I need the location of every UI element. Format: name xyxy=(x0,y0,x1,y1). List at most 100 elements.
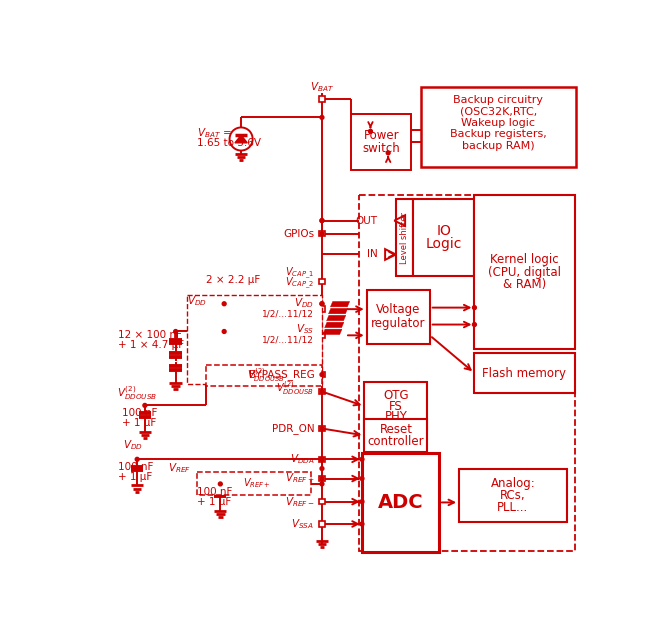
Circle shape xyxy=(174,329,178,334)
Text: BYPASS_REG: BYPASS_REG xyxy=(249,369,314,380)
Text: PHY: PHY xyxy=(385,410,407,423)
Polygon shape xyxy=(325,322,344,327)
FancyBboxPatch shape xyxy=(187,295,322,384)
Polygon shape xyxy=(328,308,348,313)
Text: Kernel logic: Kernel logic xyxy=(490,253,559,266)
Text: 100 nF: 100 nF xyxy=(118,462,153,472)
Circle shape xyxy=(360,522,364,526)
Circle shape xyxy=(320,427,324,430)
FancyBboxPatch shape xyxy=(413,199,475,276)
FancyBboxPatch shape xyxy=(206,365,322,386)
Text: FS: FS xyxy=(389,399,403,413)
Circle shape xyxy=(320,373,324,377)
Circle shape xyxy=(320,302,324,306)
Text: $V_{DDOUSB}^{(2)}$: $V_{DDOUSB}^{(2)}$ xyxy=(276,379,314,397)
Text: RCs,: RCs, xyxy=(500,489,526,502)
Circle shape xyxy=(360,477,364,480)
Text: $V_{BAT}$: $V_{BAT}$ xyxy=(310,80,334,94)
Text: regulator: regulator xyxy=(371,317,426,331)
Text: switch: switch xyxy=(362,142,400,155)
Polygon shape xyxy=(323,329,342,334)
Text: PLL...: PLL... xyxy=(498,501,528,514)
FancyBboxPatch shape xyxy=(475,195,575,349)
Circle shape xyxy=(473,306,476,310)
Text: Analog:: Analog: xyxy=(490,477,535,490)
Text: $V_{SS}$: $V_{SS}$ xyxy=(296,322,314,336)
FancyBboxPatch shape xyxy=(319,476,325,481)
FancyBboxPatch shape xyxy=(319,96,325,102)
Text: (CPU, digital: (CPU, digital xyxy=(488,265,561,279)
Text: OUT: OUT xyxy=(355,216,377,226)
Text: $V_{CAP\_2}$: $V_{CAP\_2}$ xyxy=(285,276,314,291)
Text: + 1 μF: + 1 μF xyxy=(121,418,156,428)
Text: $V_{SSA}$: $V_{SSA}$ xyxy=(291,517,314,531)
Text: Backup circuitry: Backup circuitry xyxy=(453,95,543,105)
Text: Logic: Logic xyxy=(426,238,462,252)
Circle shape xyxy=(320,219,324,222)
Text: Power: Power xyxy=(364,129,399,142)
FancyBboxPatch shape xyxy=(475,353,575,393)
Circle shape xyxy=(320,232,324,236)
Text: $V_{BAT}$ =: $V_{BAT}$ = xyxy=(197,126,232,140)
Text: $V_{DD}$: $V_{DD}$ xyxy=(123,439,143,453)
Polygon shape xyxy=(394,216,405,226)
Text: Voltage: Voltage xyxy=(376,303,421,317)
Text: $V_{DD}$: $V_{DD}$ xyxy=(187,294,207,308)
Circle shape xyxy=(320,116,324,119)
FancyBboxPatch shape xyxy=(319,231,325,236)
Text: 100 nF: 100 nF xyxy=(121,408,157,418)
Circle shape xyxy=(320,219,324,222)
FancyBboxPatch shape xyxy=(396,199,413,276)
Text: Wakeup logic: Wakeup logic xyxy=(461,118,535,128)
Text: Level shifter: Level shifter xyxy=(400,212,409,264)
Text: $V_{REF-}$: $V_{REF-}$ xyxy=(285,495,314,509)
FancyBboxPatch shape xyxy=(319,332,325,338)
FancyBboxPatch shape xyxy=(364,382,428,430)
Circle shape xyxy=(320,458,324,461)
Circle shape xyxy=(360,500,364,504)
FancyBboxPatch shape xyxy=(364,419,428,452)
Text: OTG: OTG xyxy=(383,389,409,402)
FancyBboxPatch shape xyxy=(319,389,325,394)
FancyBboxPatch shape xyxy=(319,456,325,462)
Text: $V_{DD}$: $V_{DD}$ xyxy=(295,296,314,310)
Text: 1/2/...11/12: 1/2/...11/12 xyxy=(263,309,314,319)
Text: $V_{REF+}$: $V_{REF+}$ xyxy=(244,477,271,490)
Text: $V_{CAP\_1}$: $V_{CAP\_1}$ xyxy=(285,266,314,281)
FancyBboxPatch shape xyxy=(351,114,411,170)
Text: $V_{REF}$: $V_{REF}$ xyxy=(168,461,191,475)
Text: & RAM): & RAM) xyxy=(503,278,546,291)
Text: Flash memory: Flash memory xyxy=(483,367,566,380)
Text: ADC: ADC xyxy=(377,493,423,512)
Text: + 1 μF: + 1 μF xyxy=(197,497,231,507)
Text: $V_{DDOUSB}^{(2)}$: $V_{DDOUSB}^{(2)}$ xyxy=(117,384,157,402)
Text: Backup registers,: Backup registers, xyxy=(450,130,547,140)
Polygon shape xyxy=(330,301,349,307)
Text: Reset: Reset xyxy=(379,423,413,436)
Circle shape xyxy=(135,458,139,461)
FancyBboxPatch shape xyxy=(319,307,325,312)
Text: (OSC32K,RTC,: (OSC32K,RTC, xyxy=(460,106,537,116)
Text: IN: IN xyxy=(366,250,377,260)
Circle shape xyxy=(320,477,324,480)
FancyBboxPatch shape xyxy=(362,453,439,552)
Text: + 1 × 4.7 μF: + 1 × 4.7 μF xyxy=(118,341,184,350)
Circle shape xyxy=(222,329,226,334)
Polygon shape xyxy=(385,249,396,260)
Text: controller: controller xyxy=(368,435,424,448)
Circle shape xyxy=(320,482,324,486)
Circle shape xyxy=(143,403,147,408)
Polygon shape xyxy=(235,135,247,143)
FancyBboxPatch shape xyxy=(319,372,325,377)
Text: 1/2/...11/12: 1/2/...11/12 xyxy=(263,336,314,344)
Circle shape xyxy=(473,322,476,327)
Text: $V_{DDOUSB}^{(2)}$: $V_{DDOUSB}^{(2)}$ xyxy=(247,367,285,384)
Text: PDR_ON: PDR_ON xyxy=(272,423,314,434)
Circle shape xyxy=(222,302,226,306)
Text: 12 × 100 nF: 12 × 100 nF xyxy=(118,331,182,340)
FancyBboxPatch shape xyxy=(197,471,311,495)
Circle shape xyxy=(387,151,390,155)
FancyBboxPatch shape xyxy=(319,426,325,431)
Circle shape xyxy=(368,130,372,133)
Text: + 1 μF: + 1 μF xyxy=(118,472,152,482)
